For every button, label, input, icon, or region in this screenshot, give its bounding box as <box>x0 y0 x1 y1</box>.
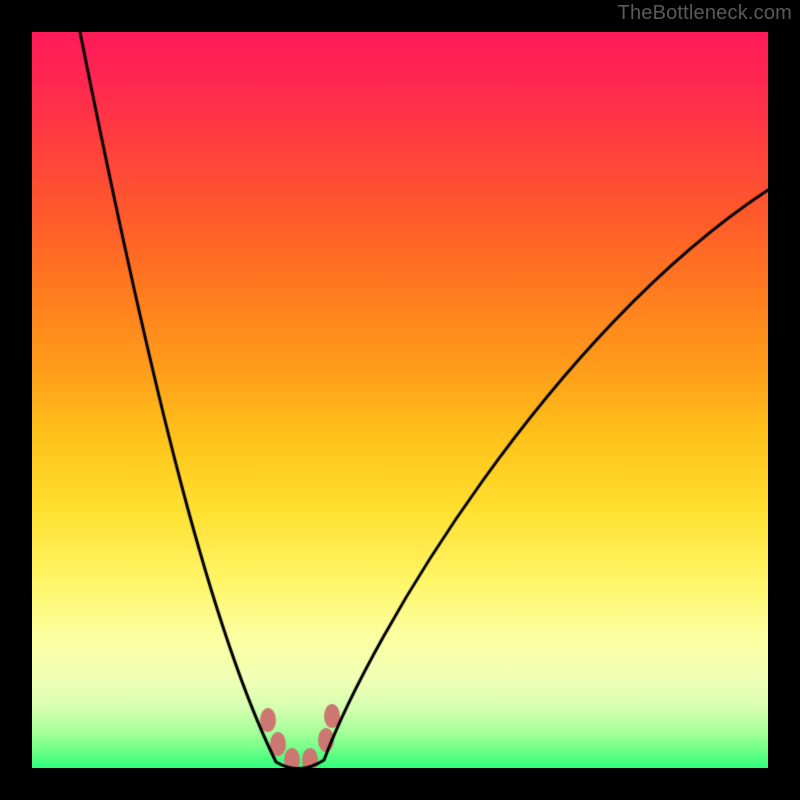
chart-container: TheBottleneck.com <box>0 0 800 800</box>
plot-area <box>32 32 768 768</box>
v-curve-canvas <box>32 32 768 768</box>
attribution-text: TheBottleneck.com <box>618 2 792 25</box>
